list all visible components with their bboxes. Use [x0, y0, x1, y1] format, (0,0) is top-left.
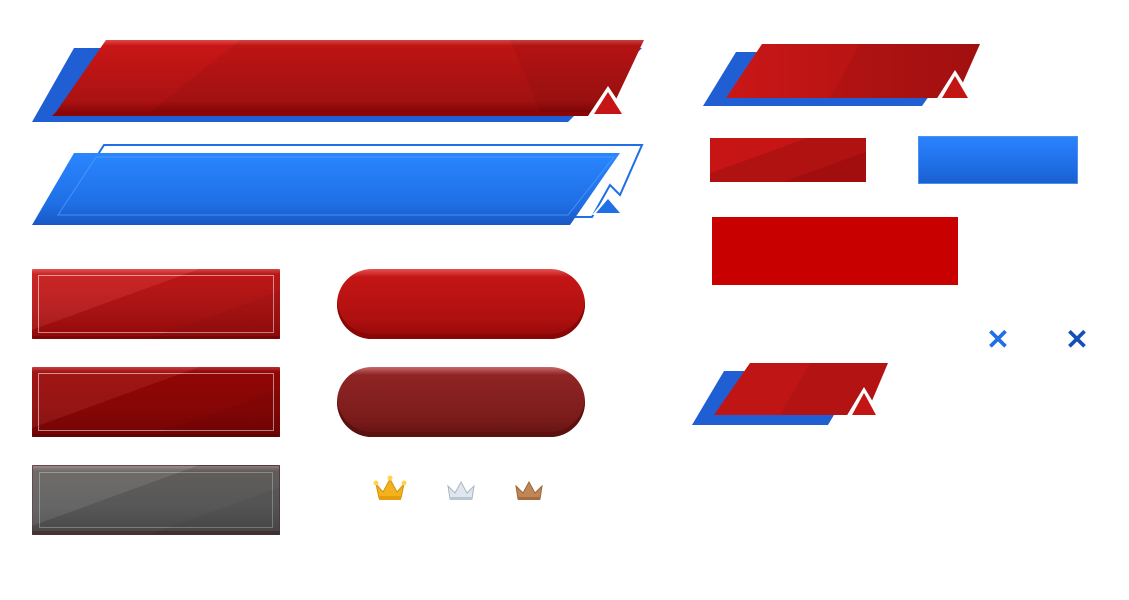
- gold-crown-icon: [373, 474, 407, 502]
- close-icon[interactable]: ✕: [984, 326, 1012, 354]
- silver-crown-icon: [446, 478, 476, 502]
- red-pill-button[interactable]: [337, 269, 585, 339]
- large-blue-banner[interactable]: [30, 143, 650, 229]
- solid-red-panel: [712, 217, 958, 285]
- button-inner-border: [38, 275, 274, 333]
- compact-red-banner[interactable]: [690, 361, 892, 429]
- large-red-banner[interactable]: [30, 38, 650, 124]
- dark-red-pill-button[interactable]: [337, 367, 585, 437]
- close-icon[interactable]: ✕: [1063, 326, 1091, 354]
- blue-tag-panel[interactable]: [918, 136, 1078, 184]
- bronze-crown-icon: [514, 478, 544, 502]
- red-tag-panel[interactable]: [710, 138, 866, 182]
- dark-red-rect-button[interactable]: [32, 367, 280, 437]
- red-rect-button[interactable]: [32, 269, 280, 339]
- gray-rect-button[interactable]: [32, 465, 280, 535]
- button-inner-border: [38, 373, 274, 431]
- button-inner-border: [39, 472, 273, 528]
- small-red-banner[interactable]: [700, 42, 984, 110]
